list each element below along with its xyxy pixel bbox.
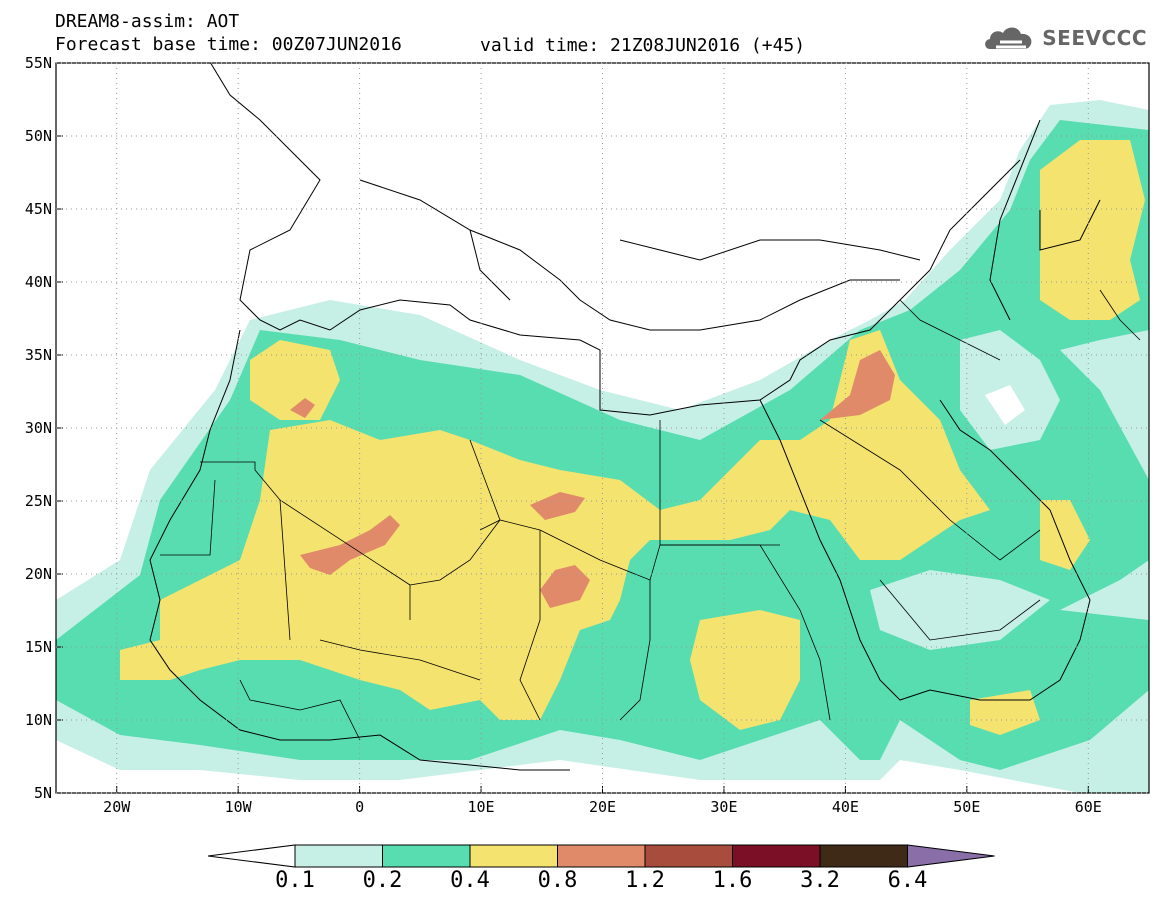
x-tick-label: 0 — [355, 798, 364, 816]
logo-text: SEEVCCC — [1042, 26, 1147, 50]
map-title: DREAM8-assim: AOT — [55, 11, 240, 32]
colorbar-bin — [819, 844, 908, 868]
colorbar-bin — [732, 844, 821, 868]
y-tick-label: 20N — [25, 565, 52, 583]
colorbar-label: 1.2 — [625, 868, 665, 893]
colorbar-label: 0.8 — [537, 868, 578, 893]
x-tick-label: 20E — [589, 798, 616, 816]
aot-contour-0.4-yemen — [970, 690, 1040, 735]
colorbar-label: 0.1 — [275, 868, 315, 893]
cloud-icon — [985, 27, 1032, 49]
colorbar-label: 0.4 — [450, 868, 490, 893]
y-tick-label: 45N — [25, 200, 52, 218]
valid-time: valid time: 21Z08JUN2016 (+45) — [480, 35, 806, 56]
country-borders — [160, 289, 1141, 741]
colorbar-bin — [557, 844, 646, 868]
x-tick-label: 30E — [710, 798, 737, 816]
y-tick-label: 25N — [25, 492, 52, 510]
colorbar-label: 0.2 — [362, 868, 403, 893]
x-tick-label: 50E — [953, 798, 980, 816]
x-tick-label: 20W — [103, 798, 131, 816]
aot-contour-0.4-east — [690, 610, 800, 730]
aot-contour-0.4 — [120, 330, 990, 720]
aot-contour-0.4-caspian — [1040, 140, 1145, 320]
y-tick-label: 50N — [25, 127, 52, 145]
y-tick-label: 10N — [25, 711, 52, 729]
y-tick-label: 40N — [25, 273, 52, 291]
aot-contour-0.8 — [300, 515, 400, 575]
aot-contour-0.8 — [290, 398, 315, 418]
y-tick-label: 5N — [34, 784, 52, 802]
aot-contour-0.1-inner — [870, 570, 1050, 650]
colorbar-high-arrow — [907, 844, 995, 868]
aot-contour-0.4-morocco — [250, 340, 340, 420]
colorbar-low-arrow — [207, 844, 296, 868]
x-tick-label: 40E — [832, 798, 859, 816]
aot-contour-0.8 — [530, 492, 585, 520]
colorbar-label: 1.6 — [712, 868, 753, 893]
colorbar-bin — [294, 844, 383, 868]
x-tick-label: 10E — [468, 798, 495, 816]
seevccc-logo: SEEVCCC — [982, 22, 1147, 54]
colorbar-bin — [382, 844, 471, 868]
colorbar-bin — [469, 844, 558, 868]
aot-contour-0.1-inner — [985, 385, 1025, 425]
aot-contour-0.8 — [540, 565, 590, 608]
x-tick-label: 60E — [1075, 798, 1102, 816]
y-tick-label: 55N — [25, 54, 52, 72]
aot-contour-0.8 — [820, 350, 895, 420]
y-tick-label: 15N — [25, 638, 52, 656]
colorbar-label: 3.2 — [800, 868, 840, 893]
forecast-base-time: Forecast base time: 00Z07JUN2016 — [55, 34, 402, 55]
axis-ticks: 20W 10W 0 10E 20E 30E 40E 50E 60E 55N 50N 45N 40N 35N… — [25, 54, 1149, 816]
y-tick-label: 35N — [25, 346, 52, 364]
x-tick-label: 10W — [225, 798, 253, 816]
coastlines — [149, 63, 1101, 771]
y-tick-label: 30N — [25, 419, 52, 437]
colorbar-label: 6.4 — [887, 868, 928, 893]
colorbar-bin — [644, 844, 733, 868]
